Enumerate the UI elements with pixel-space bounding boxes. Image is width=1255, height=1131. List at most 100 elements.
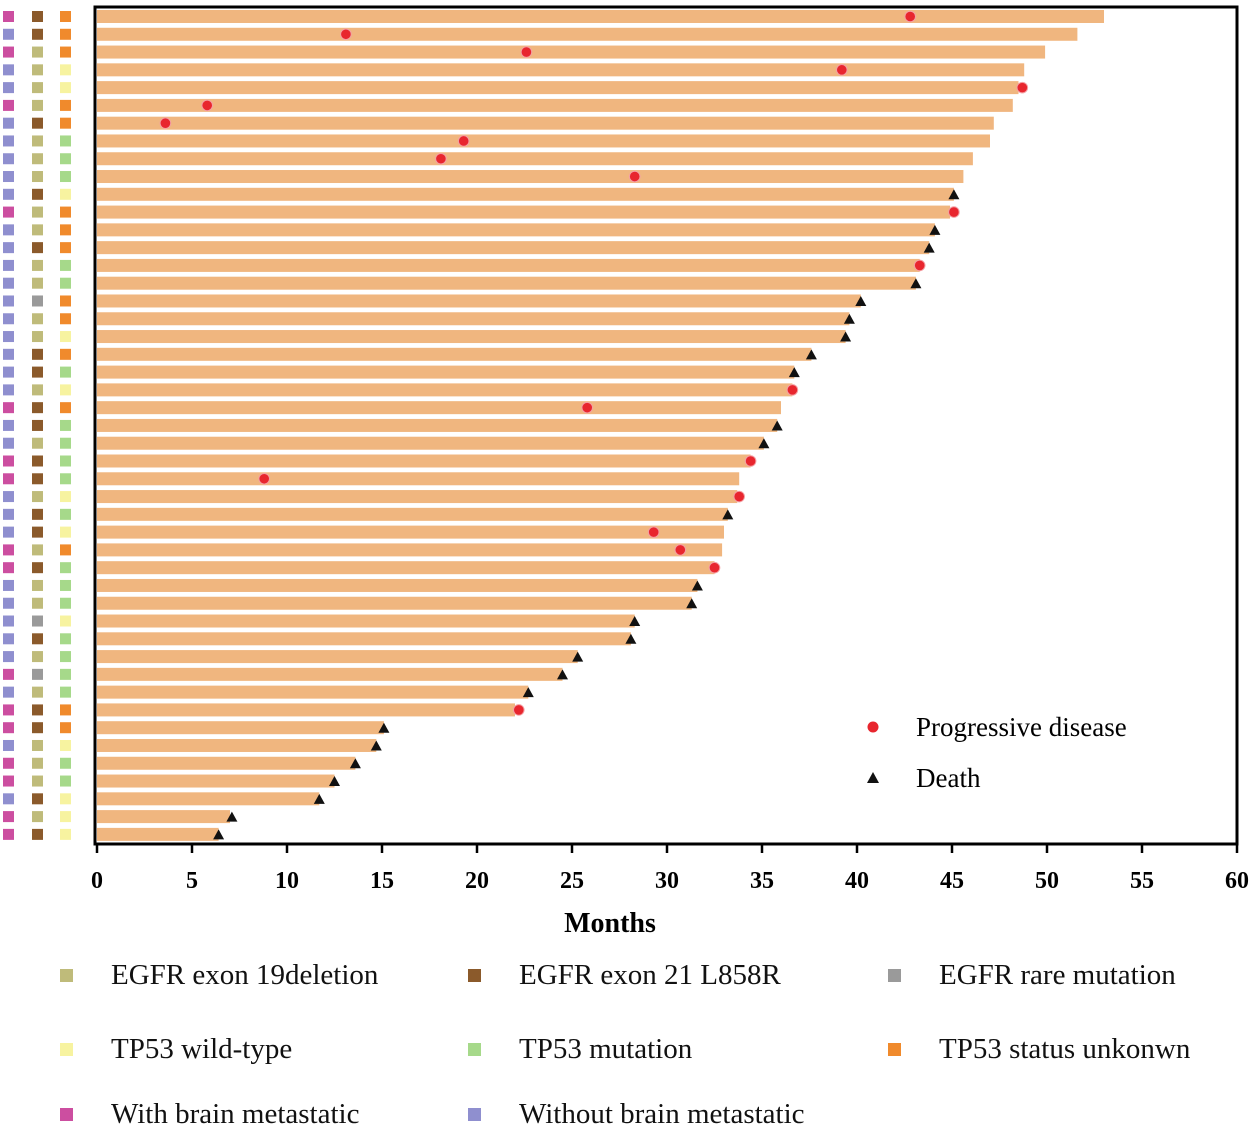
egfr-status-square [32,668,43,680]
progressive-disease-marker [201,99,213,112]
legend-label: With brain metastatic [111,1098,360,1130]
egfr-status-square [32,259,43,271]
duration-bar [97,134,990,148]
egfr-status-square [32,437,43,449]
duration-bar [97,827,219,841]
tp53-status-square [60,668,71,680]
duration-bar [97,27,1078,41]
brain-status-square [3,153,14,165]
brain-status-square [3,757,14,769]
brain-status-square [3,64,14,76]
duration-bar [97,543,723,557]
legend-item: EGFR exon 21 L858R [468,959,781,992]
legend-swatch [468,969,481,982]
tp53-status-square [60,419,71,431]
duration-bar [97,561,715,575]
brain-status-square [3,135,14,147]
tp53-status-square [60,562,71,574]
duration-bar [97,578,698,592]
duration-bar [97,81,1019,95]
brain-status-square [3,633,14,645]
progressive-disease-marker [647,526,660,538]
death-marker [522,687,534,698]
legend-swatch [60,1108,73,1121]
tp53-status-square [60,64,71,76]
duration-bar [97,312,850,326]
brain-status-square [3,562,14,574]
tp53-status-square [60,224,71,236]
egfr-status-square [32,64,43,76]
egfr-status-square [32,82,43,94]
legend-swatch [888,1043,901,1056]
egfr-status-square [32,704,43,716]
egfr-status-square [32,171,43,183]
tp53-status-square [60,793,71,805]
egfr-status-square [32,757,43,769]
brain-status-square [3,277,14,289]
tp53-status-square [60,704,71,716]
duration-bar [97,10,1104,23]
x-tick-label: 5 [186,868,198,894]
brain-status-square [3,579,14,591]
death-marker [771,420,783,431]
death-marker [629,616,641,627]
x-tick-label: 60 [1225,868,1249,894]
brain-status-square [3,437,14,449]
egfr-status-square [32,651,43,663]
duration-bar [97,205,951,219]
duration-bar [97,721,384,735]
death-legend-marker [867,772,879,783]
x-axis-label: Months [564,908,656,939]
tp53-status-square [60,348,71,360]
duration-bar [97,241,930,255]
egfr-status-square [32,419,43,431]
brain-status-square [3,11,14,22]
death-marker [923,242,935,253]
egfr-status-square [32,722,43,734]
tp53-status-square [60,455,71,467]
brain-status-square [3,526,14,538]
legend-label: TP53 wild-type [111,1033,293,1065]
event-markers-layer [159,10,1029,840]
egfr-status-square [32,615,43,627]
tp53-status-square [60,775,71,787]
death-marker [758,438,770,449]
egfr-status-square [32,739,43,751]
duration-bar [97,330,846,344]
duration-bar [97,703,515,717]
tp53-status-square [60,259,71,271]
tp53-status-square [60,722,71,734]
egfr-status-square [32,28,43,40]
category-legend: EGFR exon 19deletion EGFR exon 21 L858R EG… [0,950,1255,1130]
x-tick-label: 25 [560,868,584,894]
legend-swatch [60,969,73,982]
death-legend-label: Death [916,763,981,793]
progressive-disease-marker [520,46,533,58]
duration-bar [97,792,320,806]
egfr-status-square [32,686,43,698]
tp53-status-square [60,651,71,663]
tp53-status-square [60,135,71,147]
brain-status-square [3,704,14,716]
progressive-disease-marker [948,206,960,218]
death-marker [788,367,800,378]
tp53-status-square [60,28,71,40]
x-tick-label: 15 [370,868,394,894]
progressive-disease-marker [733,490,746,503]
brain-status-square [3,811,14,823]
brain-status-square [3,615,14,627]
progressive-disease-marker [258,472,271,485]
brain-status-square [3,331,14,343]
brain-status-square [3,206,14,218]
death-marker [313,793,325,804]
duration-bar [97,152,973,166]
brain-status-square [3,455,14,467]
egfr-status-square [32,402,43,414]
brain-status-square [3,259,14,271]
duration-bar [97,490,738,504]
brain-status-square [3,171,14,183]
egfr-status-square [32,313,43,325]
duration-bar [97,454,751,468]
death-marker [349,758,361,769]
death-marker [557,669,568,680]
